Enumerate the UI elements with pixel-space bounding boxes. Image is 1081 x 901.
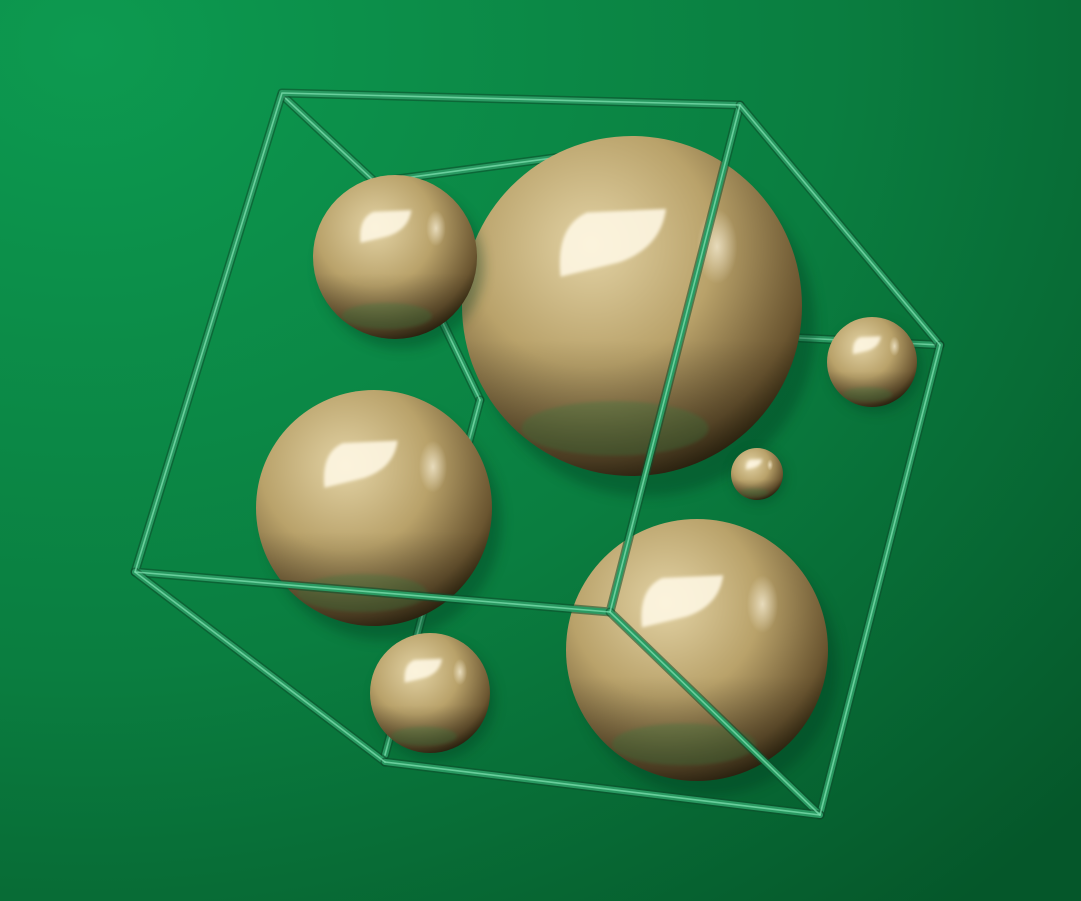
scene-canvas — [0, 0, 1081, 901]
